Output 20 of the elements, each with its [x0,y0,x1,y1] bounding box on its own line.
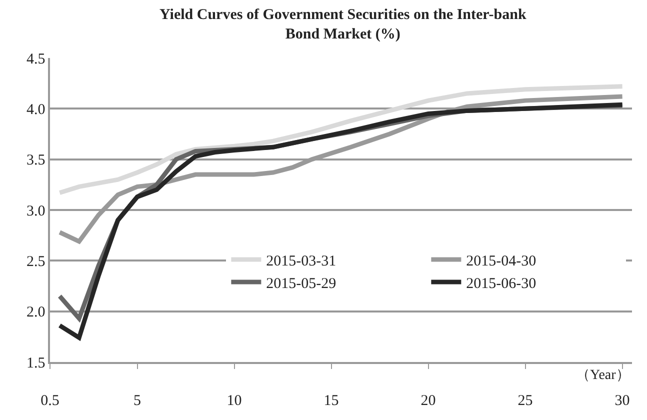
y-tick-label: 4.0 [26,102,46,118]
y-tick-label: 4.5 [26,51,46,68]
y-tick-label: 3.5 [26,152,46,169]
x-tick-label: 5 [134,392,142,409]
legend-label: 2015-03-31 [266,253,336,270]
y-tick-label: 1.5 [26,355,46,372]
x-tick-label: 20 [420,392,436,409]
y-tick-label: 2.0 [26,304,46,321]
chart-title: Yield Curves of Government Securities on the Inter-bank Bond Market (%) [160,6,527,42]
x-tick-label: 15 [324,392,339,409]
x-tick-label: 25 [518,392,533,409]
x-tick-label: 0.5 [40,392,60,409]
x-tick-label: 10 [226,392,242,409]
x-tick-label: 30 [614,392,630,409]
legend-label: 2015-06-30 [466,276,536,292]
y-tick-label: 3.0 [26,203,46,220]
y-tick-label: 2.5 [26,254,46,270]
x-axis-title: （Year） [576,368,630,383]
legend-label: 2015-05-29 [266,276,336,292]
legend-label: 2015-04-30 [466,253,536,270]
